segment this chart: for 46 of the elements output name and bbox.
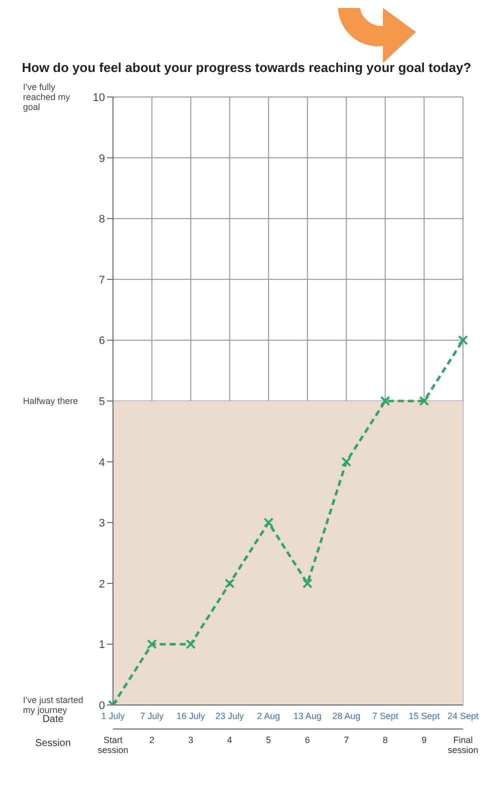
x-tick-label: Final session — [446, 735, 480, 755]
y-tick-label: 10 — [92, 92, 105, 104]
point — [458, 335, 468, 346]
x-tick-label: Start session — [96, 735, 130, 755]
text: 7 July — [139, 711, 165, 721]
point — [341, 456, 352, 467]
y-tick-label: 1 — [98, 639, 105, 652]
text: I've just started my journey — [23, 695, 84, 715]
y-tick-label: 4 — [98, 456, 105, 469]
x-tick-label: 2 — [148, 735, 156, 745]
y-tick-label: 7 — [98, 274, 105, 286]
text: 28 Aug — [331, 711, 362, 721]
x-tick-label: 3 — [187, 735, 194, 745]
y-tick-label: 6 — [98, 335, 105, 348]
x-tick-label: 4 — [226, 735, 234, 745]
text: 13 Aug — [292, 711, 322, 721]
text: Halfway there — [23, 396, 78, 406]
point — [146, 639, 157, 650]
x-tick-label: 5 — [265, 735, 272, 745]
chart-title: How do you feel about your progress towards reaching your goal today? — [20, 59, 472, 75]
text: 7 Sept — [371, 711, 400, 721]
text: Date — [42, 714, 64, 725]
point — [380, 396, 390, 406]
point — [264, 518, 274, 528]
text: 16 July — [176, 711, 206, 721]
x-tick-label: 7 — [342, 735, 350, 745]
x-tick-label: 8 — [382, 735, 389, 745]
x-tick-label: 9 — [420, 735, 428, 745]
point — [302, 578, 312, 588]
y-tick-label: 3 — [98, 518, 105, 530]
text: 1 July — [100, 711, 126, 721]
y-tick-label: 8 — [98, 214, 105, 226]
text: 2 Aug — [256, 711, 282, 721]
y-tick-label: 5 — [98, 396, 105, 408]
x-tick-label: 6 — [304, 735, 311, 745]
point — [186, 639, 196, 650]
point — [419, 396, 430, 406]
x-axis-title: Session — [35, 738, 71, 749]
text: I've fully reached my goal — [23, 82, 72, 112]
text: 24 Sept — [446, 711, 480, 721]
point — [224, 578, 235, 588]
y-tick-label: 9 — [98, 152, 105, 165]
text: 15 Sept — [408, 711, 441, 721]
text: 23 July — [214, 711, 245, 721]
y-tick-label: 0 — [98, 700, 105, 712]
y-tick-label: 2 — [98, 578, 105, 590]
